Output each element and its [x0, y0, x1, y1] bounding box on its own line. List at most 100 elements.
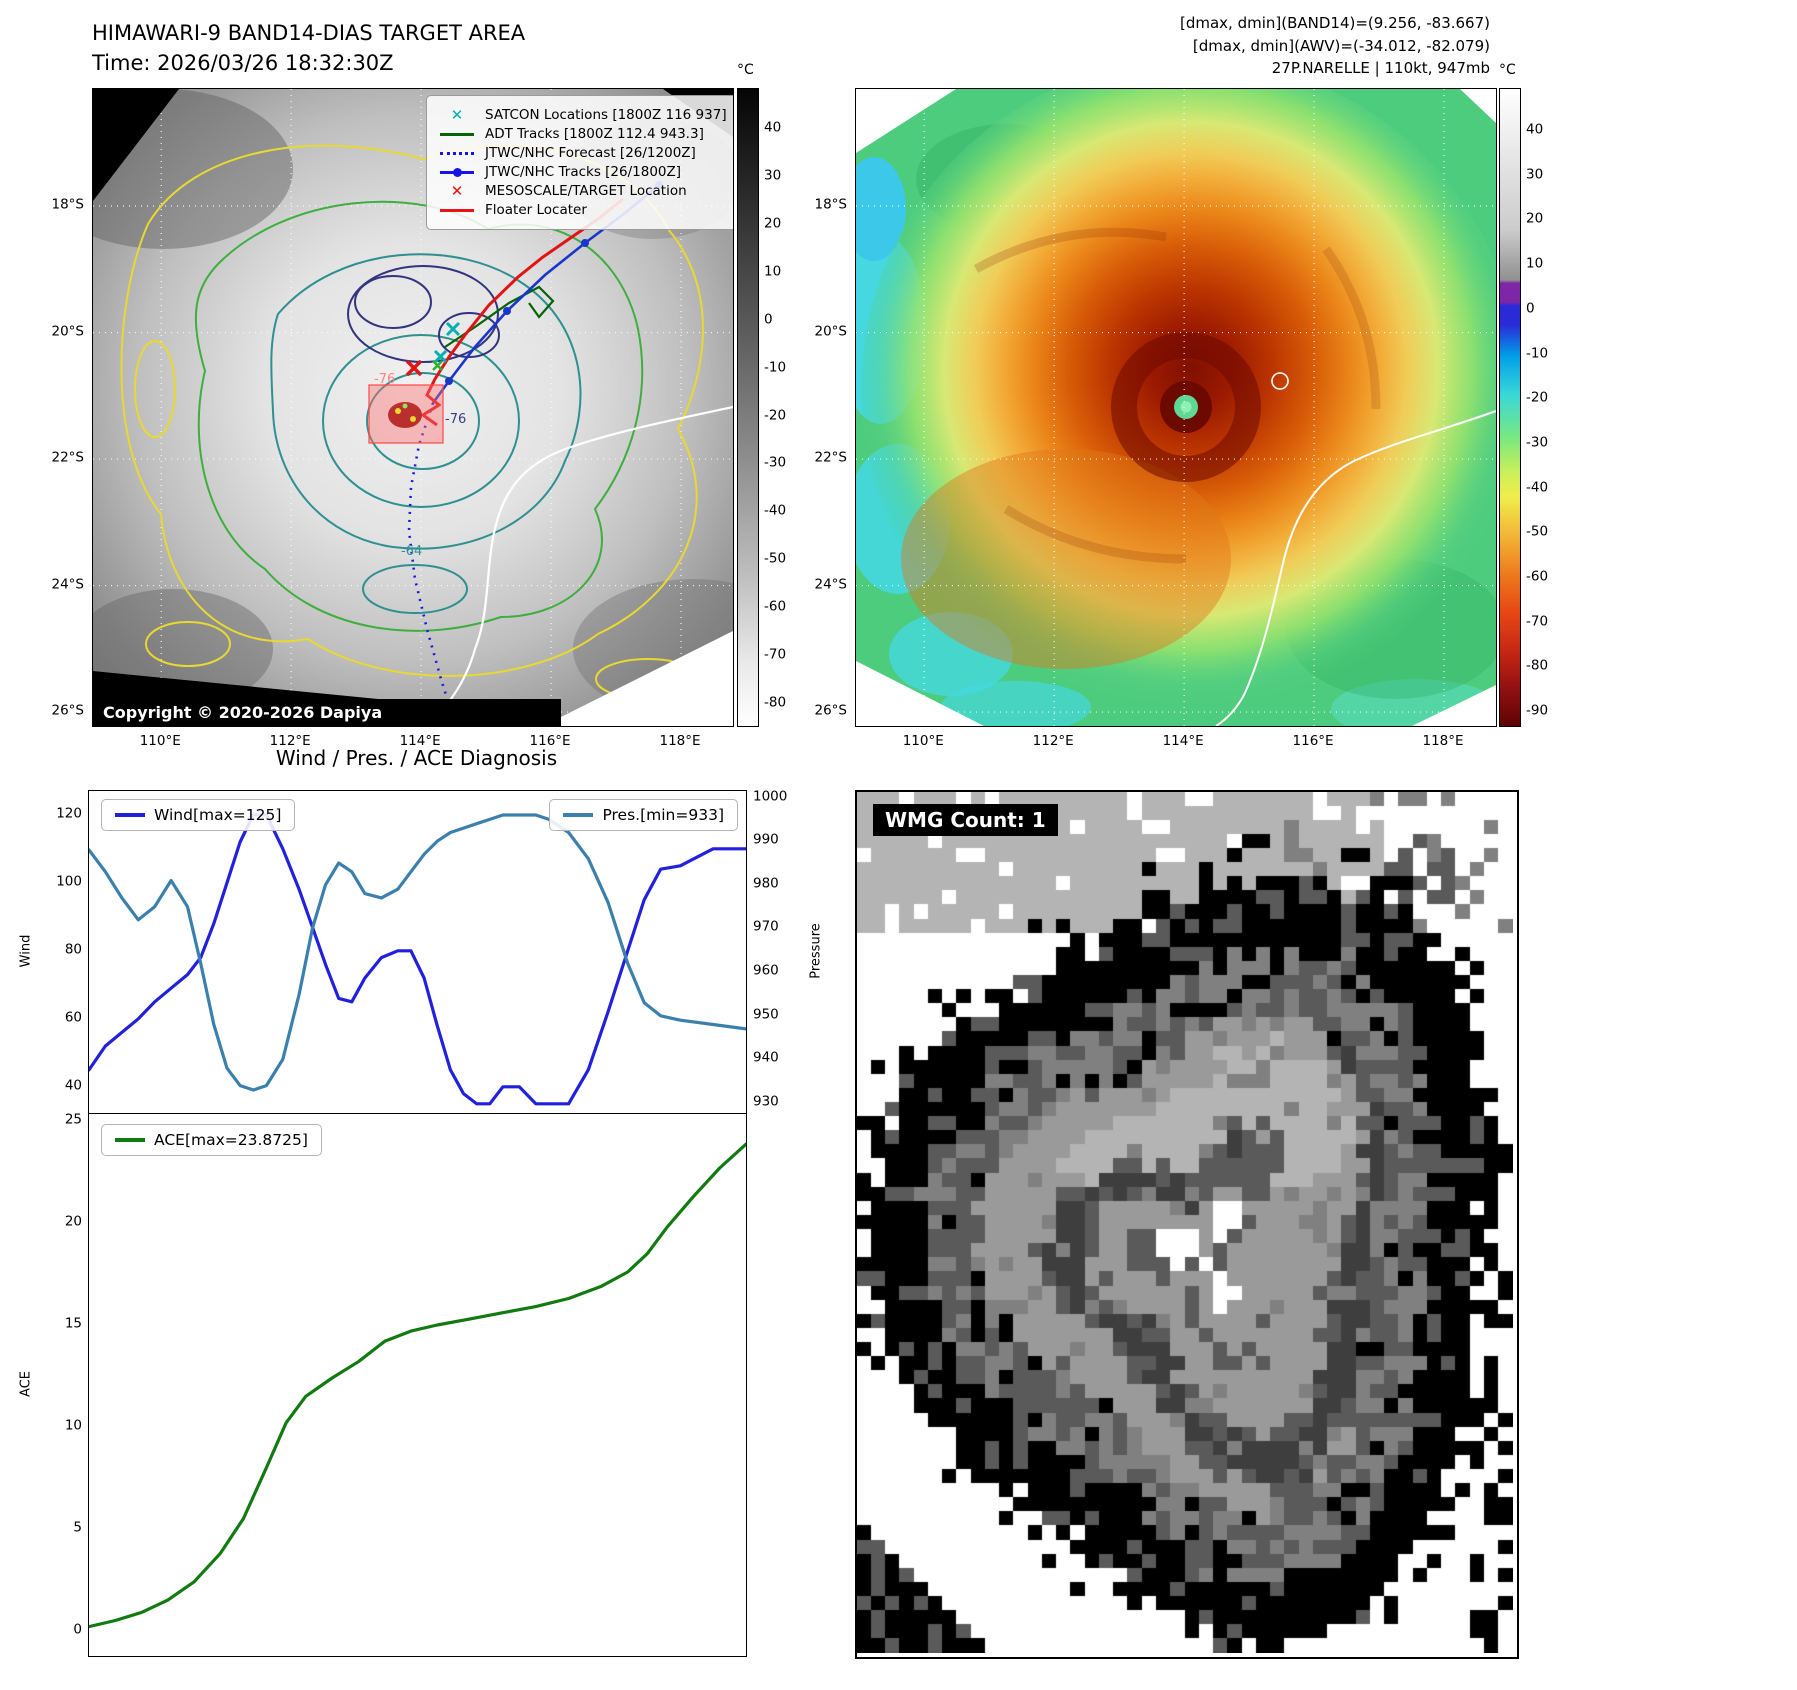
- tick-label: -10: [764, 358, 787, 375]
- wmg-panel: WMG Count: 1: [855, 790, 1519, 1659]
- wind-legend-label: Wind[max=125]: [154, 806, 282, 824]
- legend-item-label: Floater Locater: [485, 202, 587, 218]
- pressure-legend: Pres.[min=933]: [549, 799, 738, 831]
- tick-label: 0: [73, 1620, 82, 1637]
- legend-item: JTWC/NHC Forecast [26/1200Z]: [439, 145, 733, 161]
- line-marker-icon: [439, 203, 475, 217]
- swath-edge: [856, 89, 956, 153]
- tick-label: 20°S: [51, 322, 85, 339]
- tick-label: -30: [764, 454, 787, 471]
- tick-label: 15: [64, 1315, 82, 1332]
- tl-title: HIMAWARI-9 BAND14-DIAS TARGET AREA: [92, 21, 526, 45]
- tick-label: -20: [1526, 389, 1549, 406]
- swath-edge: [543, 631, 733, 726]
- wind-pressure-chart: Wind[max=125] Pres.[min=933]: [88, 790, 747, 1115]
- satcon-marker: [445, 321, 461, 337]
- pressure-axis-ticks: 1000 990 980 970 960 950 940 930: [751, 787, 795, 1113]
- ace-chart: ACE[max=23.8725]: [88, 1113, 747, 1657]
- tick-label: -60: [1526, 568, 1549, 585]
- swath-edge: [93, 89, 179, 201]
- mesoscale-target-marker: [405, 359, 423, 377]
- tick-label: 114°E: [1162, 733, 1204, 749]
- map-legend: ✕ SATCON Locations [1800Z 116 937] ADT Tra…: [426, 95, 733, 230]
- ace-axis-ticks: 25 20 15 10 5 0: [40, 1113, 84, 1655]
- wmg-count-label: WMG Count: 1: [873, 804, 1058, 836]
- tr-colorbar-unit: °C: [1499, 62, 1516, 78]
- contour-label: -76: [374, 372, 395, 387]
- tick-label: 120: [56, 805, 82, 822]
- legend-item-label: SATCON Locations [1800Z 116 937]: [485, 107, 727, 123]
- pressure-axis-label: Pressure: [808, 923, 824, 979]
- tl-title-block: HIMAWARI-9 BAND14-DIAS TARGET AREA Time:…: [92, 18, 525, 79]
- tick-label: 100: [56, 873, 82, 890]
- tl-colorbar-ticks: 40 30 20 10 0 -10 -20 -30 -40 -50 -60 -70 -80: [762, 88, 802, 725]
- tick-label: 116°E: [1292, 733, 1334, 749]
- line-marker-icon: [439, 165, 475, 179]
- tick-label: 30: [764, 167, 782, 184]
- pressure-legend-swatch: [563, 813, 594, 817]
- swath-edge: [1460, 89, 1496, 123]
- tick-label: 960: [753, 962, 779, 979]
- legend-item: ADT Tracks [1800Z 112.4 943.3]: [439, 126, 733, 142]
- wind-legend: Wind[max=125]: [101, 799, 296, 831]
- tick-label: 80: [64, 941, 82, 958]
- tick-label: 22°S: [814, 449, 848, 466]
- ace-legend: ACE[max=23.8725]: [101, 1124, 322, 1156]
- legend-item: ✕ SATCON Locations [1800Z 116 937]: [439, 107, 733, 123]
- target-box: [368, 384, 444, 444]
- tick-label: 1000: [753, 787, 788, 804]
- legend-item-label: ADT Tracks [1800Z 112.4 943.3]: [485, 126, 704, 142]
- tick-label: 20°S: [814, 322, 848, 339]
- tick-label: -60: [764, 598, 787, 615]
- tick-label: 18°S: [51, 196, 85, 213]
- island-outline: [1271, 372, 1289, 390]
- series-line-pres.: [89, 813, 746, 1092]
- tick-label: 40: [1526, 121, 1544, 138]
- legend-item: JTWC/NHC Tracks [26/1800Z]: [439, 164, 733, 180]
- enhanced-ir-image: [856, 89, 1496, 726]
- tick-label: 970: [753, 918, 779, 935]
- tick-label: 26°S: [814, 702, 848, 719]
- tick-label: 10: [64, 1417, 82, 1434]
- x-marker-icon: ✕: [450, 181, 464, 200]
- legend-item-label: JTWC/NHC Tracks [26/1800Z]: [485, 164, 682, 180]
- legend-item-label: JTWC/NHC Forecast [26/1200Z]: [485, 145, 696, 161]
- line-marker-icon: [439, 146, 475, 160]
- tick-label: -40: [764, 502, 787, 519]
- tl-subtitle: Time: 2026/03/26 18:32:30Z: [92, 51, 394, 76]
- tick-label: -50: [1526, 523, 1549, 540]
- ace-legend-swatch: [115, 1138, 145, 1142]
- tick-label: 5: [73, 1519, 82, 1536]
- tick-label: 25: [64, 1111, 82, 1128]
- tick-label: 20: [64, 1213, 82, 1230]
- tr-lon-axis: 110°E 112°E 114°E 116°E 118°E: [855, 733, 1495, 753]
- tl-colorbar-unit: °C: [737, 62, 754, 78]
- adt-marker: [432, 360, 443, 371]
- coastline: [426, 405, 733, 726]
- ace-plot: [89, 1142, 746, 1629]
- wind-pressure-plot: [89, 813, 746, 1106]
- tick-label: 10: [764, 263, 782, 280]
- ace-legend-label: ACE[max=23.8725]: [154, 1131, 308, 1149]
- tick-label: 60: [64, 1009, 82, 1026]
- tick-label: 40: [764, 119, 782, 136]
- tick-label: 0: [764, 311, 773, 328]
- wind-axis-ticks: 120 100 80 60 40: [40, 790, 84, 1113]
- chart-title: Wind / Pres. / ACE Diagnosis: [275, 746, 558, 770]
- floater-track: [420, 197, 624, 427]
- tick-label: -80: [764, 694, 787, 711]
- tick-label: 24°S: [51, 575, 85, 592]
- tl-colorbar: [737, 88, 759, 727]
- tick-label: 30: [1526, 165, 1544, 182]
- tick-label: -40: [1526, 478, 1549, 495]
- ace-axis-label: ACE: [18, 1371, 34, 1397]
- tick-label: 20: [1526, 210, 1544, 227]
- series-line-wind: [89, 813, 746, 1106]
- legend-item-label: MESOSCALE/TARGET Location: [485, 183, 687, 199]
- contour-label: -76: [445, 412, 466, 427]
- tick-label: -20: [764, 406, 787, 423]
- tick-label: 20: [764, 215, 782, 232]
- tick-label: 112°E: [1032, 733, 1074, 749]
- enhanced-ir-satellite-map: [855, 88, 1497, 727]
